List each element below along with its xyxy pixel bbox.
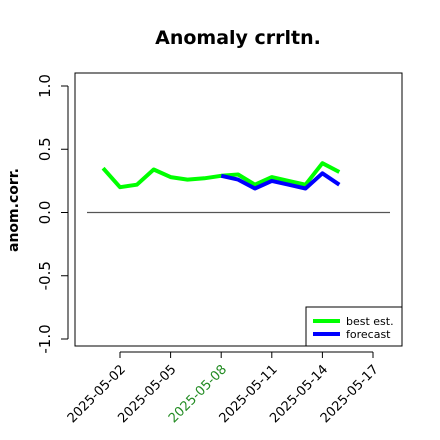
plot-frame <box>74 72 403 347</box>
y-tick-label: -0.5 <box>36 261 54 290</box>
series-line-best-est <box>101 161 341 190</box>
series-line-forecast <box>220 171 341 191</box>
x-axis: 2025-05-022025-05-052025-05-082025-05-11… <box>65 351 382 426</box>
y-tick-label: -1.0 <box>36 324 54 353</box>
y-axis-label: anom.corr. <box>6 168 22 252</box>
legend: best est. forecast <box>305 306 403 347</box>
y-tick-label: 0.0 <box>36 201 54 225</box>
series-layer <box>87 161 390 214</box>
y-axis: -1.0 -0.5 0.0 0.5 1.0 <box>36 74 69 354</box>
y-tick-label: 1.0 <box>36 74 54 98</box>
chart-title: Anomaly crrltn. <box>155 27 321 49</box>
legend-label-forecast: forecast <box>346 328 391 341</box>
legend-box <box>305 306 403 347</box>
y-tick-label: 0.5 <box>36 137 54 161</box>
legend-label-best-est: best est. <box>346 315 394 328</box>
